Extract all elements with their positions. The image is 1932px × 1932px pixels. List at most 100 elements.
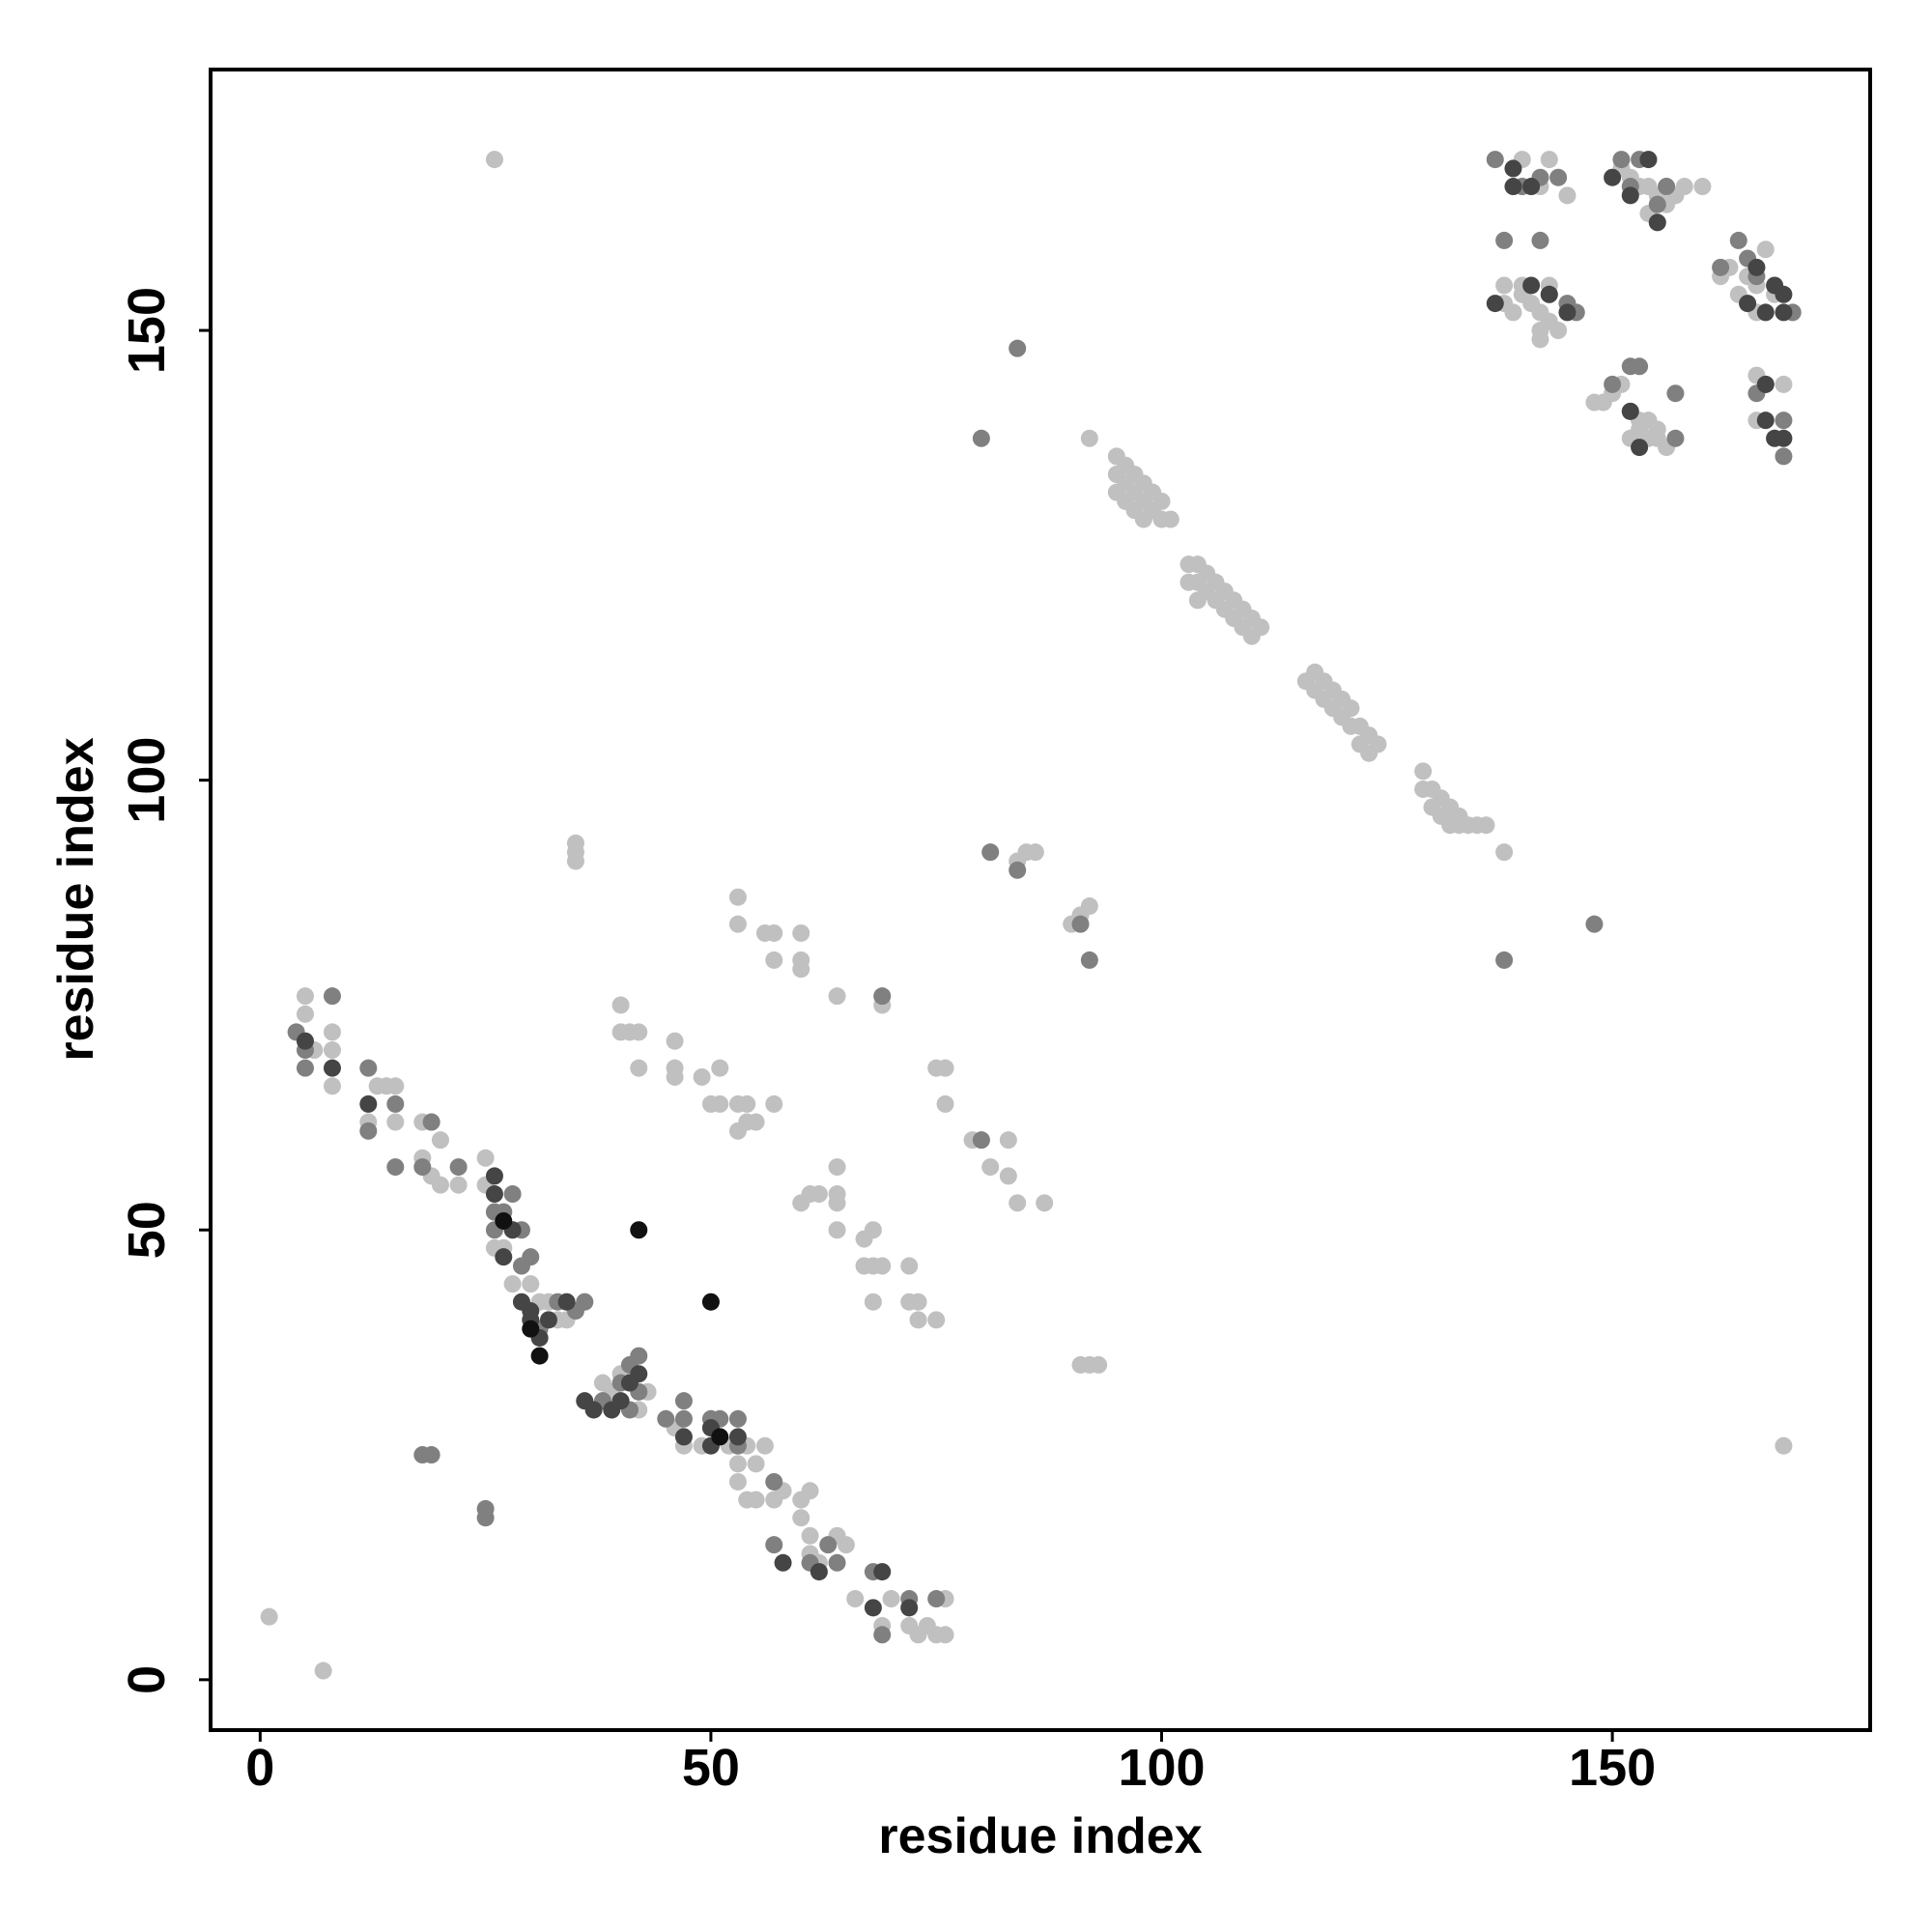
point [864,1599,882,1617]
point [728,1472,747,1491]
point [873,1563,892,1581]
point [1504,178,1522,196]
point [711,1094,729,1113]
point [495,1248,513,1266]
point [1639,151,1658,169]
point [485,1185,503,1204]
point [792,960,810,979]
point [1604,375,1622,393]
y-tick-label: 150 [118,287,176,374]
point [359,1122,378,1140]
y-tick-label: 0 [118,1665,176,1694]
point [386,1113,405,1131]
point [765,1472,783,1491]
point [584,1401,603,1419]
point [674,1428,693,1446]
point [386,1077,405,1095]
point [1369,735,1387,753]
y-tick-label: 50 [118,1201,176,1259]
point [530,1347,549,1365]
point [738,1094,756,1113]
point [765,951,783,969]
point [611,1392,630,1410]
point [611,996,630,1014]
plot-frame [209,68,1872,1732]
point [1747,258,1766,276]
x-tick-label: 0 [245,1739,274,1797]
point [1631,439,1649,457]
x-axis-title: residue index [878,1808,1202,1864]
point [323,1077,341,1095]
point [747,1455,765,1473]
point [539,1311,557,1329]
point [1775,1436,1793,1455]
point [828,1221,846,1239]
point [927,1590,946,1608]
point [1009,1194,1027,1212]
point [512,1293,530,1311]
point [1558,303,1577,322]
point [1026,843,1044,862]
point [1756,375,1775,393]
point [1414,762,1433,781]
point [1495,276,1514,295]
point [522,1275,540,1293]
point [296,1032,314,1050]
point [1071,915,1090,933]
point [323,1059,341,1077]
point [1495,951,1514,969]
point [1756,241,1775,259]
point [576,1293,594,1311]
point [1522,178,1541,196]
point [909,1293,927,1311]
point [1604,168,1622,186]
point [828,1194,846,1212]
point [1558,186,1577,205]
point [828,1553,846,1572]
point [1775,303,1793,322]
point [900,1599,919,1617]
point [999,1167,1017,1185]
point [1775,285,1793,303]
point [296,1059,314,1077]
point [503,1275,522,1293]
point [711,1428,729,1446]
point [900,1257,919,1275]
point [711,1059,729,1077]
point [1621,186,1639,205]
point [630,1347,648,1365]
point [728,888,747,906]
point [701,1293,720,1311]
point [431,1176,449,1194]
point [828,1158,846,1177]
point [1631,357,1649,376]
point [1090,1355,1108,1374]
point [1693,178,1712,196]
x-tick-label: 50 [682,1739,740,1797]
point [1585,915,1604,933]
point [296,987,314,1006]
point [1080,897,1098,916]
point [873,987,892,1006]
point [1161,510,1179,528]
point [1540,151,1558,169]
point [837,1536,855,1554]
point [522,1248,540,1266]
point [728,915,747,933]
point [1648,195,1666,213]
point [1080,429,1098,447]
point [449,1158,468,1177]
point [873,1626,892,1644]
point [728,1428,747,1446]
point [1252,618,1270,637]
point [765,1536,783,1554]
point [630,1365,648,1383]
point [1036,1194,1054,1212]
point [296,1005,314,1023]
point [495,1211,513,1230]
point [1009,339,1027,357]
point [422,1113,440,1131]
point [1531,330,1549,349]
y-axis-title: residue index [48,737,104,1061]
point [810,1563,828,1581]
